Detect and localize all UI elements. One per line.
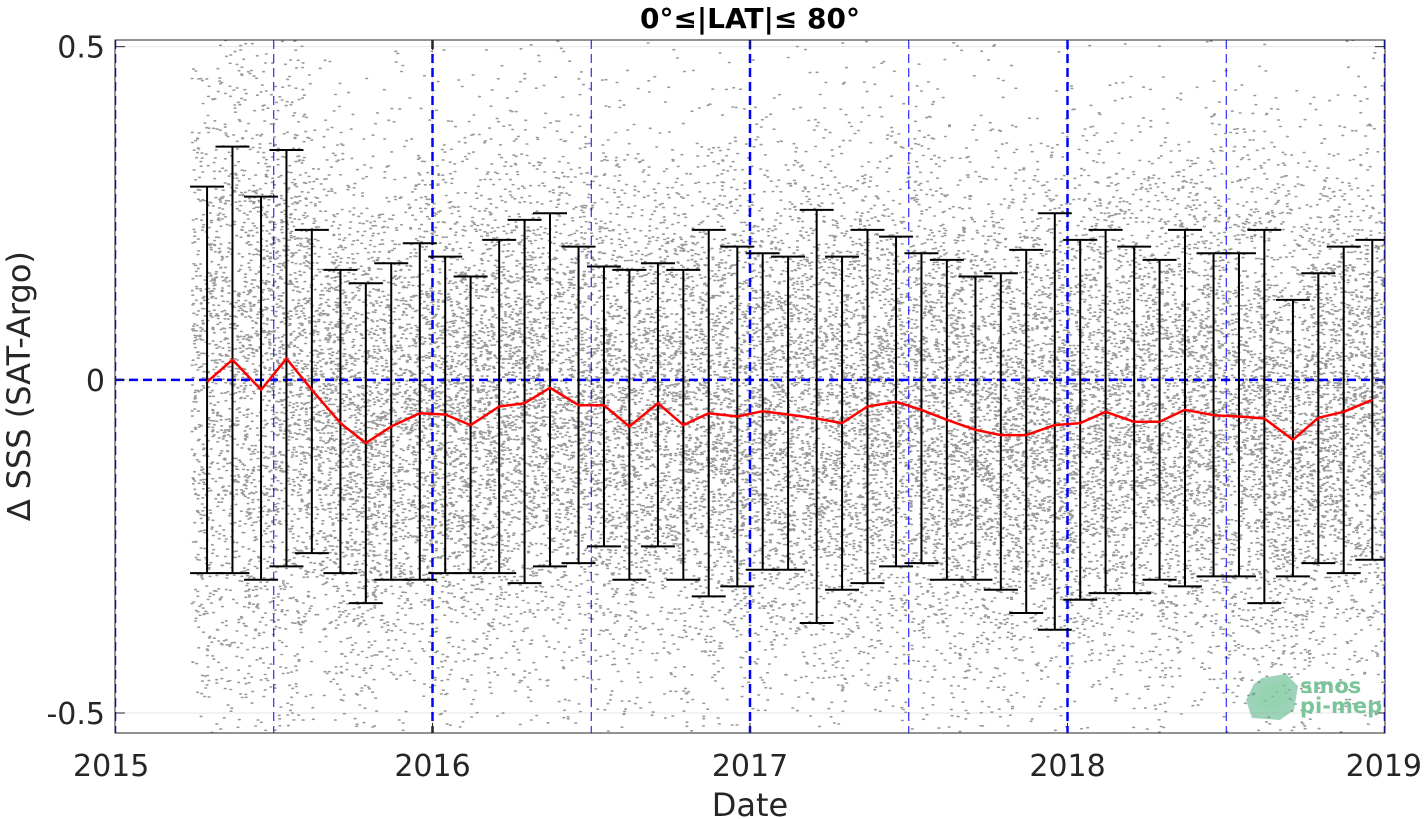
error-bar bbox=[1167, 228, 1202, 588]
error-bar bbox=[374, 262, 409, 581]
error-bar bbox=[983, 272, 1018, 591]
logo-text-smos: smos bbox=[1300, 674, 1361, 698]
mean-line bbox=[206, 357, 1373, 445]
error-bar bbox=[1117, 245, 1152, 595]
error-bar bbox=[402, 242, 437, 581]
error-bar bbox=[799, 208, 834, 625]
y-axis-label: ∆ SSS (SAT-Argo) bbox=[0, 251, 38, 522]
x-tick-label: 2015 bbox=[73, 749, 149, 784]
chart-title: 0°≤|LAT|≤ 80° bbox=[640, 2, 860, 35]
error-bar bbox=[904, 252, 939, 565]
x-tick-label: 2016 bbox=[394, 749, 470, 784]
y-tick-label: -0.5 bbox=[46, 697, 105, 732]
y-tick-label: 0 bbox=[86, 364, 105, 399]
error-bar bbox=[1063, 238, 1098, 601]
error-bar bbox=[532, 212, 567, 568]
reference-lines bbox=[115, 40, 1385, 733]
x-axis-label: Date bbox=[712, 786, 788, 819]
error-bar bbox=[1037, 212, 1072, 631]
x-tick-label: 2017 bbox=[712, 749, 788, 784]
error-bar bbox=[958, 275, 993, 581]
y-tick-label: 0.5 bbox=[57, 31, 105, 66]
error-bar bbox=[1142, 258, 1177, 581]
error-bar bbox=[612, 268, 647, 581]
error-bar bbox=[1009, 248, 1044, 615]
error-bars bbox=[190, 145, 1385, 631]
error-bar bbox=[1221, 252, 1256, 578]
logo-shape-highlight-icon bbox=[1256, 680, 1292, 712]
smos-pi-mep-logo: smos pi-mep bbox=[1246, 674, 1382, 720]
error-bar bbox=[507, 218, 542, 585]
x-tick-label: 2018 bbox=[1029, 749, 1105, 784]
x-tick-label: 2019 bbox=[1346, 749, 1422, 784]
error-bar bbox=[1326, 245, 1361, 575]
logo-text-pi-mep: pi-mep bbox=[1300, 694, 1382, 718]
mean-line-group bbox=[206, 357, 1373, 445]
error-bar bbox=[771, 255, 806, 571]
error-bar bbox=[1247, 228, 1282, 605]
axis-ticks: 2015 2016 2017 2018 2019 -0.5 0 0.5 bbox=[46, 31, 1422, 784]
